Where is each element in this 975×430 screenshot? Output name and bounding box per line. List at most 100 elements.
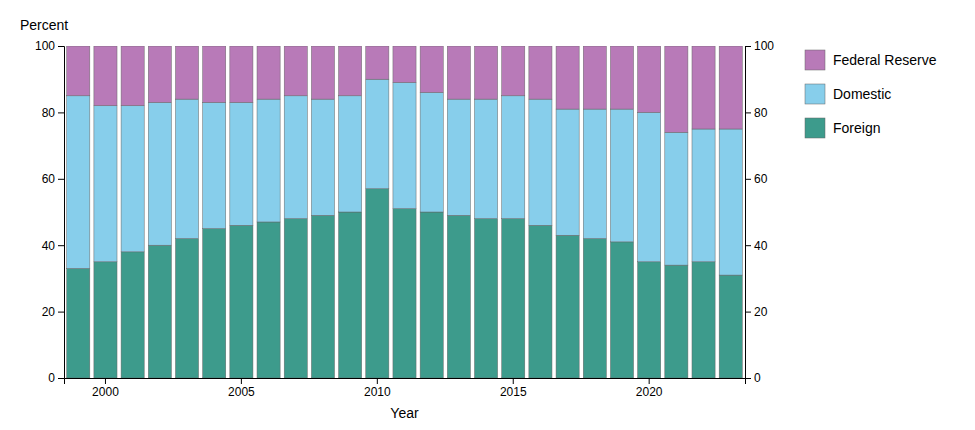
legend-swatch: [805, 84, 825, 104]
bar: [203, 229, 226, 378]
tick: 40: [42, 239, 64, 253]
bar: [393, 83, 416, 209]
legend-item: Foreign: [805, 118, 880, 138]
bar: [67, 268, 90, 378]
bar: [94, 46, 117, 106]
tick-mark: [377, 378, 378, 384]
bar: [175, 239, 198, 378]
bar: [719, 46, 742, 129]
tick: 80: [42, 106, 64, 120]
tick: 40: [745, 239, 768, 253]
bar: [638, 46, 661, 112]
tick: 100: [745, 39, 774, 53]
tick: 20: [42, 305, 64, 319]
bar: [121, 252, 144, 378]
tick-mark: [58, 378, 64, 379]
legend-label: Domestic: [833, 86, 891, 102]
tick-label: 0: [48, 371, 55, 385]
tick-label: 60: [42, 172, 56, 186]
tick: 2010: [364, 378, 391, 399]
bar: [583, 109, 606, 238]
bar: [257, 46, 280, 99]
tick-label: 0: [754, 371, 761, 385]
bar: [665, 132, 688, 265]
bar: [339, 96, 362, 212]
legend-label: Foreign: [833, 120, 880, 136]
tick: 100: [35, 39, 64, 53]
tick-mark: [58, 179, 64, 180]
tick-mark: [58, 112, 64, 113]
y-axis: 0 20 40 60 80 100: [35, 39, 65, 385]
tick-label: 80: [42, 106, 56, 120]
bar: [529, 99, 552, 225]
bar: [556, 235, 579, 378]
legend-label: Federal Reserve: [833, 52, 937, 68]
bar: [719, 275, 742, 378]
bar: [230, 102, 253, 225]
tick: 2015: [500, 378, 527, 399]
bar: [366, 189, 389, 378]
legend-item: Federal Reserve: [805, 50, 937, 70]
tick-mark: [105, 378, 106, 384]
tick-mark: [58, 312, 64, 313]
bar: [148, 102, 171, 245]
bar: [284, 219, 307, 378]
bar: [94, 106, 117, 262]
tick-mark: [745, 245, 751, 246]
bar: [610, 46, 633, 109]
bar: [502, 46, 525, 96]
bar: [148, 245, 171, 378]
tick: 2005: [228, 378, 255, 399]
tick-mark: [745, 46, 751, 47]
bar: [420, 92, 443, 212]
plot-area: [67, 46, 743, 378]
tick-label: 100: [754, 39, 774, 53]
tick-label: 20: [754, 305, 768, 319]
bar: [67, 96, 90, 269]
bar: [583, 46, 606, 109]
tick-label: 2020: [636, 385, 663, 399]
tick-mark: [58, 46, 64, 47]
tick-label: 2005: [228, 385, 255, 399]
bar: [692, 129, 715, 262]
bar: [638, 262, 661, 378]
tick: 80: [745, 106, 768, 120]
bar: [502, 96, 525, 219]
bar: [175, 99, 198, 238]
bar: [203, 102, 226, 228]
bar: [284, 96, 307, 219]
tick: 20: [745, 305, 768, 319]
series: [67, 46, 743, 132]
bar: [502, 219, 525, 378]
tick-label: 2010: [364, 385, 391, 399]
bar: [284, 46, 307, 96]
bar: [610, 242, 633, 378]
bar: [719, 129, 742, 275]
bar: [121, 106, 144, 252]
tick-label: 40: [754, 239, 768, 253]
tick-mark: [513, 378, 514, 384]
bar: [583, 239, 606, 378]
bar: [692, 46, 715, 129]
bar: [393, 209, 416, 378]
axis-domain: [58, 47, 65, 379]
bar: [393, 46, 416, 83]
bar: [475, 46, 498, 99]
legend-swatch: [805, 118, 825, 138]
bar: [529, 46, 552, 99]
bar: [121, 46, 144, 106]
tick: 2020: [636, 378, 663, 399]
legend-item: Domestic: [805, 84, 891, 104]
bar: [339, 46, 362, 96]
tick: 60: [42, 172, 64, 186]
bar: [529, 225, 552, 378]
bar: [311, 46, 334, 99]
bar: [67, 46, 90, 96]
bar: [257, 99, 280, 222]
tick-label: 60: [754, 172, 768, 186]
tick-mark: [745, 312, 751, 313]
tick-label: 20: [42, 305, 56, 319]
tick-label: 2015: [500, 385, 527, 399]
bar: [175, 46, 198, 99]
bar: [447, 215, 470, 378]
